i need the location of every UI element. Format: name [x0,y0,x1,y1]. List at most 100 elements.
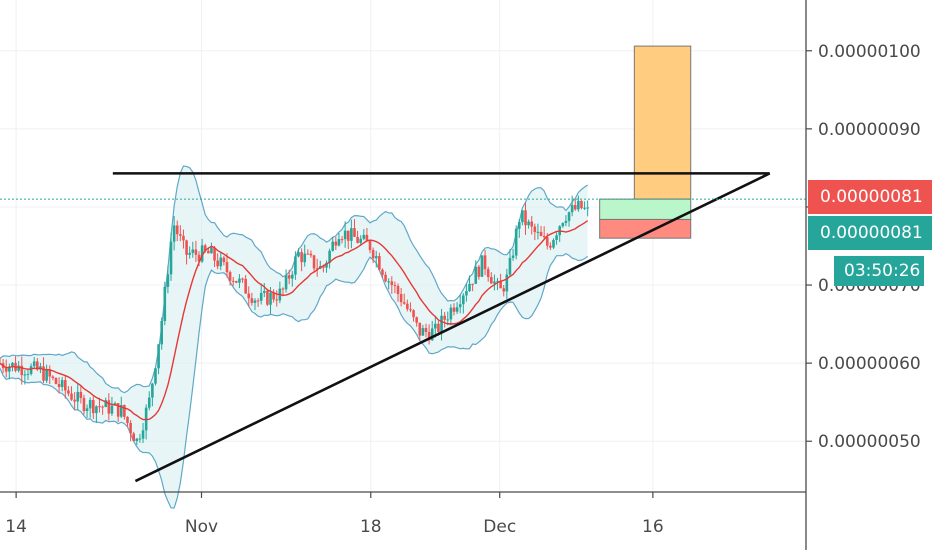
candle-body [462,295,465,305]
candle-body [241,278,244,280]
candle-body [32,361,36,367]
candle-body [135,438,139,442]
candle-body [514,228,518,256]
x-axis-ticks: 14 Nov 18 Dec 16 [5,492,664,537]
candle-body [415,317,418,323]
candle-body [290,274,294,279]
candle-body [60,380,64,388]
candle-body [110,405,114,414]
candle-body [266,290,269,305]
candle-body [244,278,247,294]
ma-line [0,220,589,421]
candle-body [147,397,151,408]
candle-body [119,405,123,417]
candle-body [309,253,313,256]
candle-body [297,252,300,257]
candle-body [200,245,204,262]
candle-body [116,403,120,417]
candle-body [154,368,157,384]
band-upper [0,165,589,394]
candle-body [141,430,145,439]
candle-body [387,281,390,283]
candle-body [474,266,478,284]
candle-body [446,319,450,321]
candle-body [328,250,331,263]
axes [0,0,807,550]
candle-body [499,280,502,289]
candle-body [129,422,132,434]
candle-body [552,239,555,248]
candle-body [374,256,378,259]
candle-body [480,255,484,277]
candle-body [440,315,443,332]
candle-body [489,277,493,284]
candle-body [406,303,409,310]
stop-zone [599,218,692,239]
candle-body [17,365,20,371]
candle-body [4,368,8,372]
candle-body [346,230,350,241]
candle-body [325,262,328,268]
y-tick-label: 0.00000090 [818,120,921,140]
candle-body [530,221,534,227]
candle-body [331,241,335,251]
candle-body [45,369,48,381]
candle-body [281,288,285,290]
candle-body [228,272,232,281]
candle-body [337,239,341,246]
candle-body [586,207,589,209]
candle-body [555,235,558,240]
last-price-badge-red: 0.00000081 [808,180,932,214]
candle-body [536,231,540,233]
candle-body [275,299,279,301]
x-tick-label: Dec [483,517,516,537]
candle-body [368,241,372,251]
trend-lines[interactable] [112,172,771,483]
candle-body [263,290,266,293]
candle-body [138,438,142,440]
candle-body [287,275,291,279]
profit-zone [599,198,692,220]
candle-body [521,210,524,223]
candle-body [573,205,577,210]
candle-body [210,247,213,254]
candle-body [542,235,546,238]
candle-body [67,390,70,394]
candle-body [79,391,83,398]
candle-body [172,225,176,242]
candle-body [197,254,201,262]
x-tick-label: 18 [360,517,382,537]
candle-body [306,253,310,255]
candle-body [284,275,288,290]
moving-average [0,220,589,421]
candle-body [247,293,251,299]
candle-body [253,300,257,303]
candle-body [269,292,272,305]
candle-body [8,366,11,372]
candle-body [418,322,422,336]
candle-body [98,406,101,408]
candle-body [390,281,394,286]
candle-body [82,397,86,412]
candle-body [539,231,543,236]
candle-body [402,302,406,304]
candle-body [458,304,462,308]
candle-body [527,221,530,226]
candle-body [185,240,188,255]
price-candles [0,195,589,446]
candle-body [216,260,219,267]
candle-body [88,399,92,409]
candle-body [157,344,160,369]
candle-body [430,328,434,341]
candle-body [26,373,30,375]
candle-body [166,274,170,287]
candle-body [570,205,574,213]
candle-body [256,300,260,302]
candle-body [350,228,353,241]
candle-body [126,416,129,423]
candle-body [483,255,487,270]
candle-body [222,257,226,262]
last-price-badge-green: 0.00000081 [808,216,932,250]
candle-body [356,236,359,243]
